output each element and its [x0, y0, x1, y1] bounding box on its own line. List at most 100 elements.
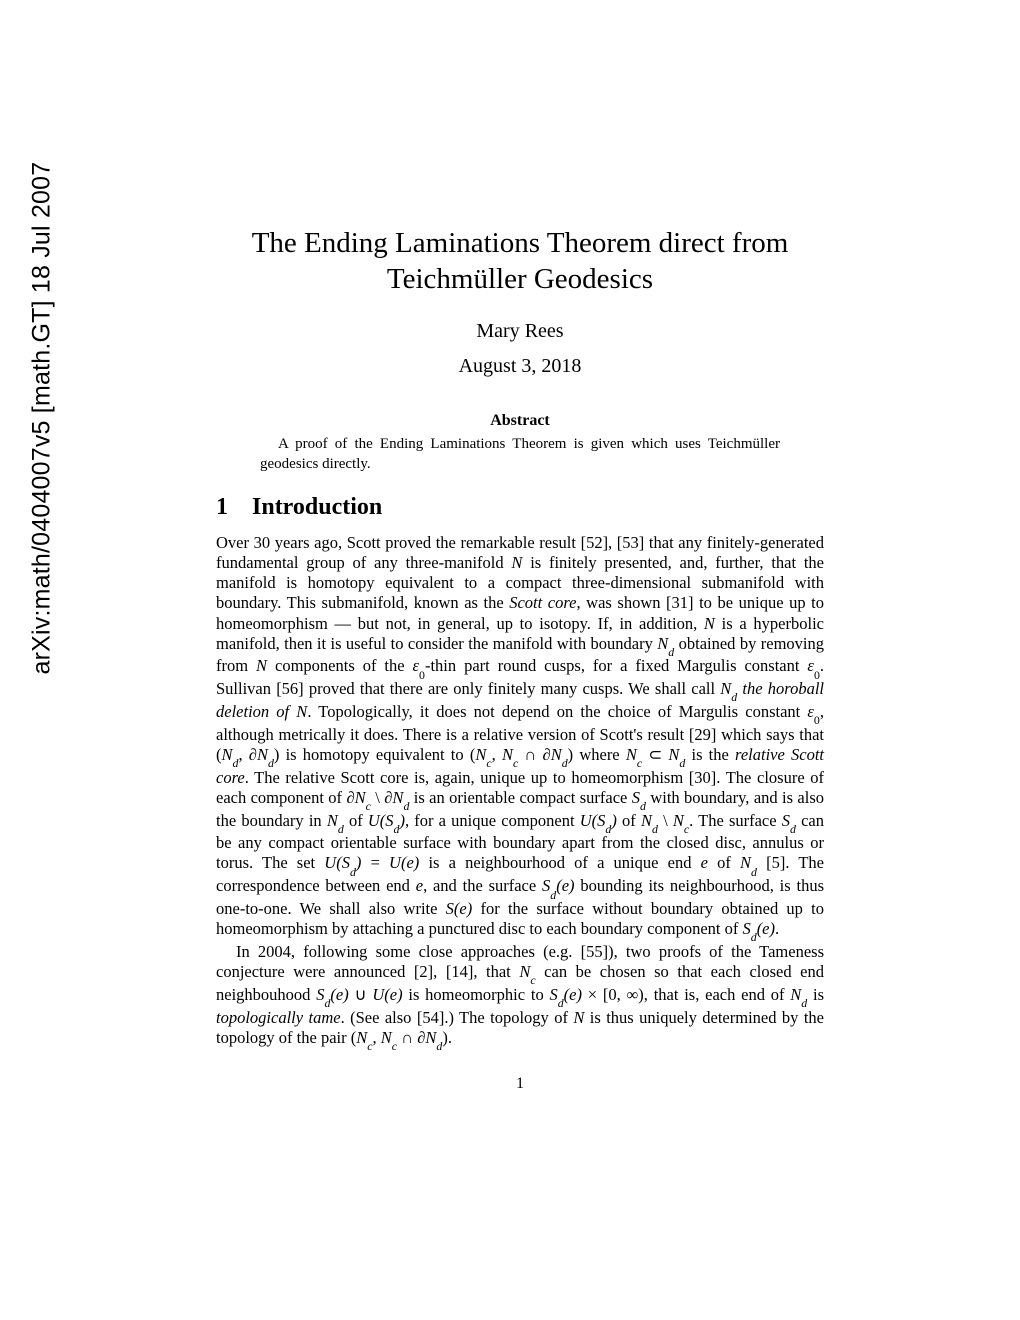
sub: d [562, 756, 568, 770]
scott-core: Scott core [509, 593, 576, 612]
sub: d [394, 822, 400, 836]
sym: e [701, 853, 708, 872]
sub: 0 [419, 668, 425, 682]
sym: ⊂ [642, 745, 668, 764]
sub: c [637, 756, 642, 770]
sym: S [782, 811, 790, 830]
sym: N [641, 811, 652, 830]
sym: N [626, 745, 637, 764]
paragraph-1: Over 30 years ago, Scott proved the rema… [216, 533, 824, 942]
sym: N [740, 853, 751, 872]
sub: d [436, 1039, 442, 1053]
sym: N [222, 745, 233, 764]
sym: × [0, ∞) [582, 985, 644, 1004]
section-number: 1 [216, 494, 228, 521]
sym: N [475, 745, 486, 764]
sym: ∂ [249, 745, 257, 764]
sym: ∪ [349, 985, 373, 1004]
sym: U(S [324, 853, 350, 872]
sym: ∂ [543, 745, 551, 764]
t: is a neighbourhood of a unique end [419, 853, 700, 872]
sym: N [673, 811, 684, 830]
sub: d [338, 822, 344, 836]
sub: d [790, 822, 796, 836]
sub: c [684, 822, 689, 836]
sub: d [268, 756, 274, 770]
sym: N [327, 811, 338, 830]
arxiv-stamp: arXiv:math/0404007v5 [math.GT] 18 Jul 20… [28, 162, 57, 675]
t: of [617, 811, 641, 830]
sym: S [632, 788, 640, 807]
author: Mary Rees [216, 320, 824, 343]
sym: N [425, 1028, 436, 1047]
section-title: Introduction [252, 494, 382, 520]
topologically-tame: topologically tame [216, 1008, 341, 1027]
sub: c [366, 799, 371, 813]
sym: N [657, 634, 668, 653]
sym: ε [807, 702, 814, 721]
sub: c [530, 973, 535, 987]
sym: ∂ [346, 788, 354, 807]
paper-title: The Ending Laminations Theorem direct fr… [216, 225, 824, 298]
page-number: 1 [216, 1075, 824, 1093]
sym: ∩ [518, 745, 542, 764]
sub: c [392, 1039, 397, 1053]
sub: 0 [814, 668, 820, 682]
t: is homeomorphic to [403, 985, 550, 1004]
t: . (See also [54].) The topology of [341, 1008, 574, 1027]
sym: ∩ [397, 1028, 417, 1047]
t: . The surface [689, 811, 782, 830]
t: is an orientable compact surface [409, 788, 631, 807]
t: is [807, 985, 824, 1004]
sub: d [751, 930, 757, 944]
sym: S(e) [446, 899, 473, 918]
abstract-heading: Abstract [216, 412, 824, 430]
sub: 0 [814, 713, 820, 727]
t: ). [442, 1028, 452, 1047]
sub: c [486, 756, 491, 770]
t: -thin part round cusps, for a fixed Marg… [425, 656, 807, 675]
sub: d [731, 690, 737, 704]
t: , and the surface [423, 876, 542, 895]
sym: e [416, 876, 423, 895]
sym: , [492, 745, 502, 764]
sym: N [551, 745, 562, 764]
sym: N [392, 788, 403, 807]
t: components of the [267, 656, 412, 675]
sym: N [519, 962, 530, 981]
sym: N [704, 614, 715, 633]
body-text: Over 30 years ago, Scott proved the rema… [216, 533, 824, 1051]
sym: N [257, 745, 268, 764]
sub: d [550, 888, 556, 902]
t: is the [685, 745, 735, 764]
sym: N [355, 788, 366, 807]
sym: \ [371, 788, 384, 807]
sym: \ [658, 811, 673, 830]
sym: N [381, 1028, 392, 1047]
sub: d [668, 645, 674, 659]
t: , for a unique component [405, 811, 580, 830]
sym: U(S [368, 811, 394, 830]
title-line-2: Teichmüller Geodesics [387, 263, 653, 295]
t: . [775, 919, 779, 938]
t: ) where [568, 745, 626, 764]
sym: , [238, 745, 248, 764]
sub: d [403, 799, 409, 813]
sub: d [350, 865, 356, 879]
sym: N [256, 656, 267, 675]
sym: N [356, 1028, 367, 1047]
sym: , [373, 1028, 381, 1047]
sym: S [743, 919, 751, 938]
sym: N [668, 745, 679, 764]
abstract-body: A proof of the Ending Laminations Theore… [260, 434, 780, 475]
t: ) is homotopy equivalent to ( [274, 745, 475, 764]
sym: (e) [556, 876, 574, 895]
paragraph-2: In 2004, following some close approaches… [216, 942, 824, 1051]
sym: N [511, 553, 522, 572]
sym: (e) [757, 919, 775, 938]
title-line-1: The Ending Laminations Theorem direct fr… [252, 227, 789, 259]
t: , that is, each end of [644, 985, 790, 1004]
section-heading: 1 Introduction [216, 494, 824, 521]
page-content: The Ending Laminations Theorem direct fr… [216, 225, 824, 1051]
sym: U(e) [389, 853, 419, 872]
